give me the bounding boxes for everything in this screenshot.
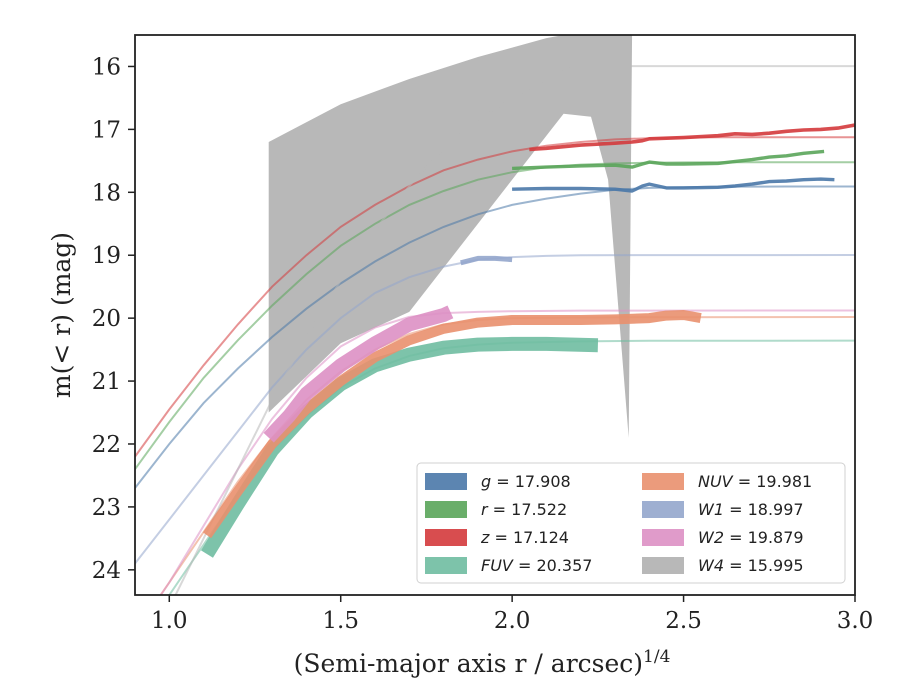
x-axis-title: (Semi-major axis r / arcsec)1/4 [294, 647, 671, 678]
x-axis-title-exponent: 1/4 [643, 647, 670, 667]
legend-swatch-g [425, 473, 467, 490]
legend-swatch-r [425, 501, 467, 518]
y-tick-label: 20 [92, 306, 121, 332]
legend-swatch-w4 [642, 557, 684, 574]
model-curve-r [135, 161, 855, 470]
y-tick-label: 16 [92, 54, 121, 80]
legend-swatch-w2 [642, 529, 684, 546]
model-curve-w2 [159, 309, 855, 595]
plot-frame [134, 34, 856, 596]
legend-label-g: g = 17.908 [481, 472, 571, 491]
legend-label-w2: W2 = 19.879 [698, 528, 804, 547]
legend-label-w1: W1 = 18.997 [698, 500, 804, 519]
legend-label-z: z = 17.124 [480, 528, 569, 547]
y-tick-label: 21 [92, 369, 121, 395]
legend-swatch-w1 [642, 501, 684, 518]
profile-w2 [263, 305, 454, 443]
model-curve-w4 [174, 65, 855, 595]
legend-swatch-fuv [425, 557, 467, 574]
y-tick-label: 18 [92, 180, 121, 206]
profile-r [512, 149, 825, 171]
legend-label-fuv: FUV = 20.357 [481, 556, 592, 575]
profile-g [512, 177, 835, 193]
y-tick-label: 22 [92, 432, 121, 458]
x-tick-label: 2.0 [494, 608, 531, 634]
y-tick-label: 24 [92, 558, 121, 584]
y-axis-title: m(< r) (mag) [47, 232, 76, 398]
x-tick-label: 2.5 [665, 608, 702, 634]
legend-swatch-nuv [642, 473, 684, 490]
x-tick-label: 1.0 [151, 608, 188, 634]
profile-w1 [460, 255, 513, 266]
y-tick-label: 23 [92, 495, 121, 521]
y-tick-label: 17 [92, 117, 121, 143]
x-axis-title-main: (Semi-major axis r / arcsec) [294, 649, 643, 678]
x-tick-label: 1.5 [322, 608, 359, 634]
band-w4 [268, 35, 633, 438]
y-tick-label: 19 [92, 243, 121, 269]
profile-z [529, 123, 855, 152]
legend-swatch-z [425, 529, 467, 546]
legend-label-w4: W4 = 15.995 [698, 556, 804, 575]
legend-frame [416, 462, 846, 584]
model-curve-w1 [135, 254, 855, 565]
profile-nuv [202, 310, 702, 539]
x-tick-label: 3.0 [837, 608, 874, 634]
legend-label-r: r = 17.522 [481, 500, 567, 519]
legend: g = 17.908 r = 17.522 z = 17.124 FUV = 20.3… [416, 462, 846, 584]
legend-label-nuv: NUV = 19.981 [698, 472, 812, 491]
